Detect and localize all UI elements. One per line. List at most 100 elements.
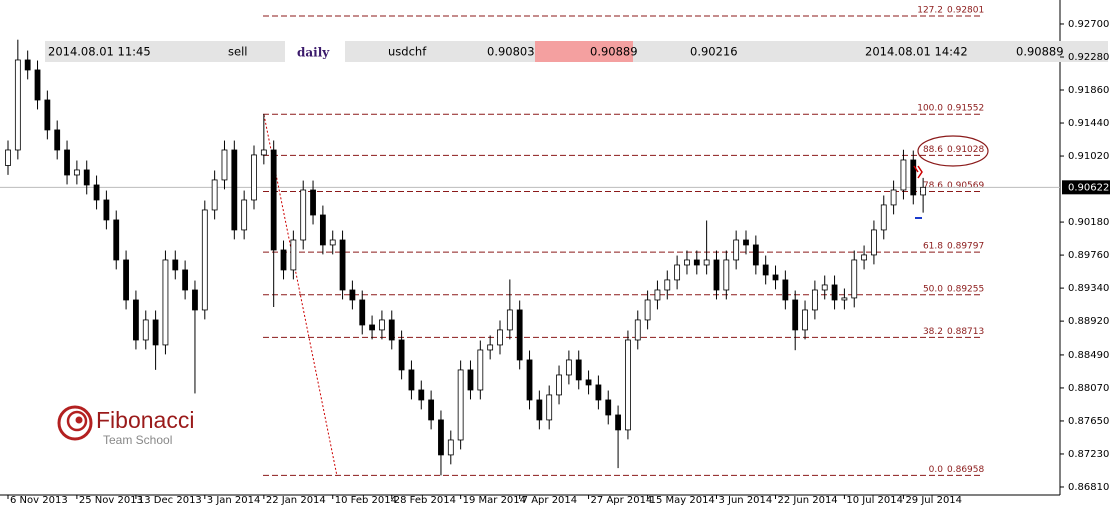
candle-body bbox=[44, 99, 51, 131]
y-tick-label: 0.89760 bbox=[1068, 250, 1109, 261]
fib-level: 127.2 bbox=[917, 6, 943, 16]
candle-body bbox=[142, 319, 149, 341]
candle-body bbox=[300, 189, 307, 241]
candle-body bbox=[871, 229, 877, 256]
candle-body bbox=[162, 259, 169, 346]
candle-body bbox=[103, 199, 110, 221]
candle-body bbox=[782, 279, 789, 301]
candle-body bbox=[487, 344, 494, 351]
candle-body bbox=[910, 159, 917, 196]
candle-body bbox=[605, 399, 612, 416]
y-tick-label: 0.87230 bbox=[1068, 449, 1109, 460]
info-time: 2014.08.01 14:42 bbox=[865, 45, 968, 59]
y-tick-label: 0.89340 bbox=[1068, 283, 1109, 294]
x-tick-label: 3 Jun 2014 bbox=[718, 495, 772, 506]
logo: Fibonacci Team School bbox=[57, 405, 194, 447]
candle-body bbox=[585, 379, 592, 386]
logo-icon bbox=[66, 410, 88, 432]
candle-body bbox=[615, 414, 621, 431]
candle-body bbox=[526, 359, 533, 401]
info-period: daily bbox=[297, 46, 330, 60]
candle-body bbox=[575, 359, 582, 381]
candle-body bbox=[752, 244, 759, 266]
info-side: sell bbox=[228, 45, 247, 59]
candle-body bbox=[703, 259, 710, 266]
y-tick-label: 0.86810 bbox=[1068, 482, 1109, 493]
candle-body bbox=[723, 259, 730, 291]
fib-price: 0.91028 bbox=[947, 145, 984, 155]
x-tick-label: 10 Feb 2014 bbox=[335, 495, 397, 506]
candle-body bbox=[861, 254, 867, 261]
candle-body bbox=[398, 339, 405, 371]
candle-body bbox=[319, 214, 326, 246]
x-tick-label: 15 May 2014 bbox=[650, 495, 715, 506]
candle-body bbox=[24, 59, 31, 71]
info-price: 0.90889 bbox=[590, 45, 638, 59]
candle-body bbox=[733, 239, 740, 261]
candle-body bbox=[467, 369, 474, 391]
y-tick-label: 0.88490 bbox=[1068, 350, 1109, 361]
candle-body bbox=[428, 399, 435, 421]
logo-tagline: Team School bbox=[103, 433, 172, 447]
candle-body bbox=[536, 399, 543, 421]
candle-body bbox=[260, 149, 267, 156]
signal-arrow bbox=[913, 165, 923, 179]
y-tick-label: 0.91440 bbox=[1068, 118, 1109, 129]
candle-body bbox=[54, 129, 61, 151]
grid-layer: 127.2 0.92801 100.0 0.91552 88.6 0.91028 78.6 0… bbox=[0, 6, 1060, 476]
candle-body bbox=[546, 394, 553, 421]
fib-price: 0.86958 bbox=[947, 465, 984, 475]
candle-body bbox=[34, 69, 41, 101]
y-tick-label: 0.91020 bbox=[1068, 151, 1109, 162]
candle-body bbox=[192, 289, 198, 311]
fib-price: 0.88713 bbox=[947, 327, 984, 337]
x-tick-label: 27 Apr 2014 bbox=[591, 495, 653, 506]
candle-body bbox=[418, 389, 425, 401]
candle-body bbox=[152, 319, 159, 346]
candle-body bbox=[379, 319, 385, 331]
x-tick-label: 3 Jan 2014 bbox=[207, 495, 261, 506]
candle-body bbox=[93, 184, 100, 201]
info-bg bbox=[45, 41, 285, 62]
candle-body bbox=[339, 239, 346, 291]
logo-icon bbox=[57, 405, 93, 441]
candle-body bbox=[201, 209, 208, 311]
candle-body bbox=[73, 169, 80, 176]
candle-body bbox=[811, 289, 818, 311]
fib-level: 50.0 bbox=[923, 284, 943, 294]
x-tick-label: 13 Dec 2013 bbox=[138, 495, 202, 506]
candle-body bbox=[477, 349, 484, 391]
candle-body bbox=[172, 259, 179, 271]
candle-body bbox=[684, 259, 690, 266]
candle-body bbox=[743, 239, 749, 246]
candle-body bbox=[497, 329, 503, 346]
candle-body bbox=[133, 299, 139, 341]
y-tick-label: 0.88920 bbox=[1068, 316, 1109, 327]
candle-body bbox=[359, 299, 366, 326]
x-tick-label: 22 Jun 2014 bbox=[778, 495, 838, 506]
info-price: 0.90216 bbox=[690, 45, 738, 59]
y-tick-label: 0.91860 bbox=[1068, 85, 1109, 96]
fib-level: 0.0 bbox=[929, 465, 944, 475]
fib-level: 78.6 bbox=[923, 181, 943, 191]
candle-body bbox=[388, 319, 395, 341]
current-price-label: 0.90622 bbox=[1068, 182, 1109, 193]
candle-body bbox=[438, 419, 444, 456]
x-tick-label: 7 Apr 2014 bbox=[522, 495, 577, 506]
fib-price: 0.89797 bbox=[947, 242, 984, 252]
candle-body bbox=[14, 59, 21, 151]
candle-body bbox=[802, 309, 808, 331]
candle-body bbox=[506, 309, 513, 331]
candle-body bbox=[64, 149, 70, 176]
candle-body bbox=[772, 274, 779, 281]
candle-body bbox=[231, 149, 238, 231]
candle-body bbox=[83, 169, 90, 186]
highlight-ellipse bbox=[917, 135, 989, 167]
candle-body bbox=[270, 149, 277, 251]
candle-body bbox=[762, 264, 769, 276]
candle-body bbox=[634, 319, 641, 341]
info-price: 0.90803 bbox=[487, 45, 535, 59]
